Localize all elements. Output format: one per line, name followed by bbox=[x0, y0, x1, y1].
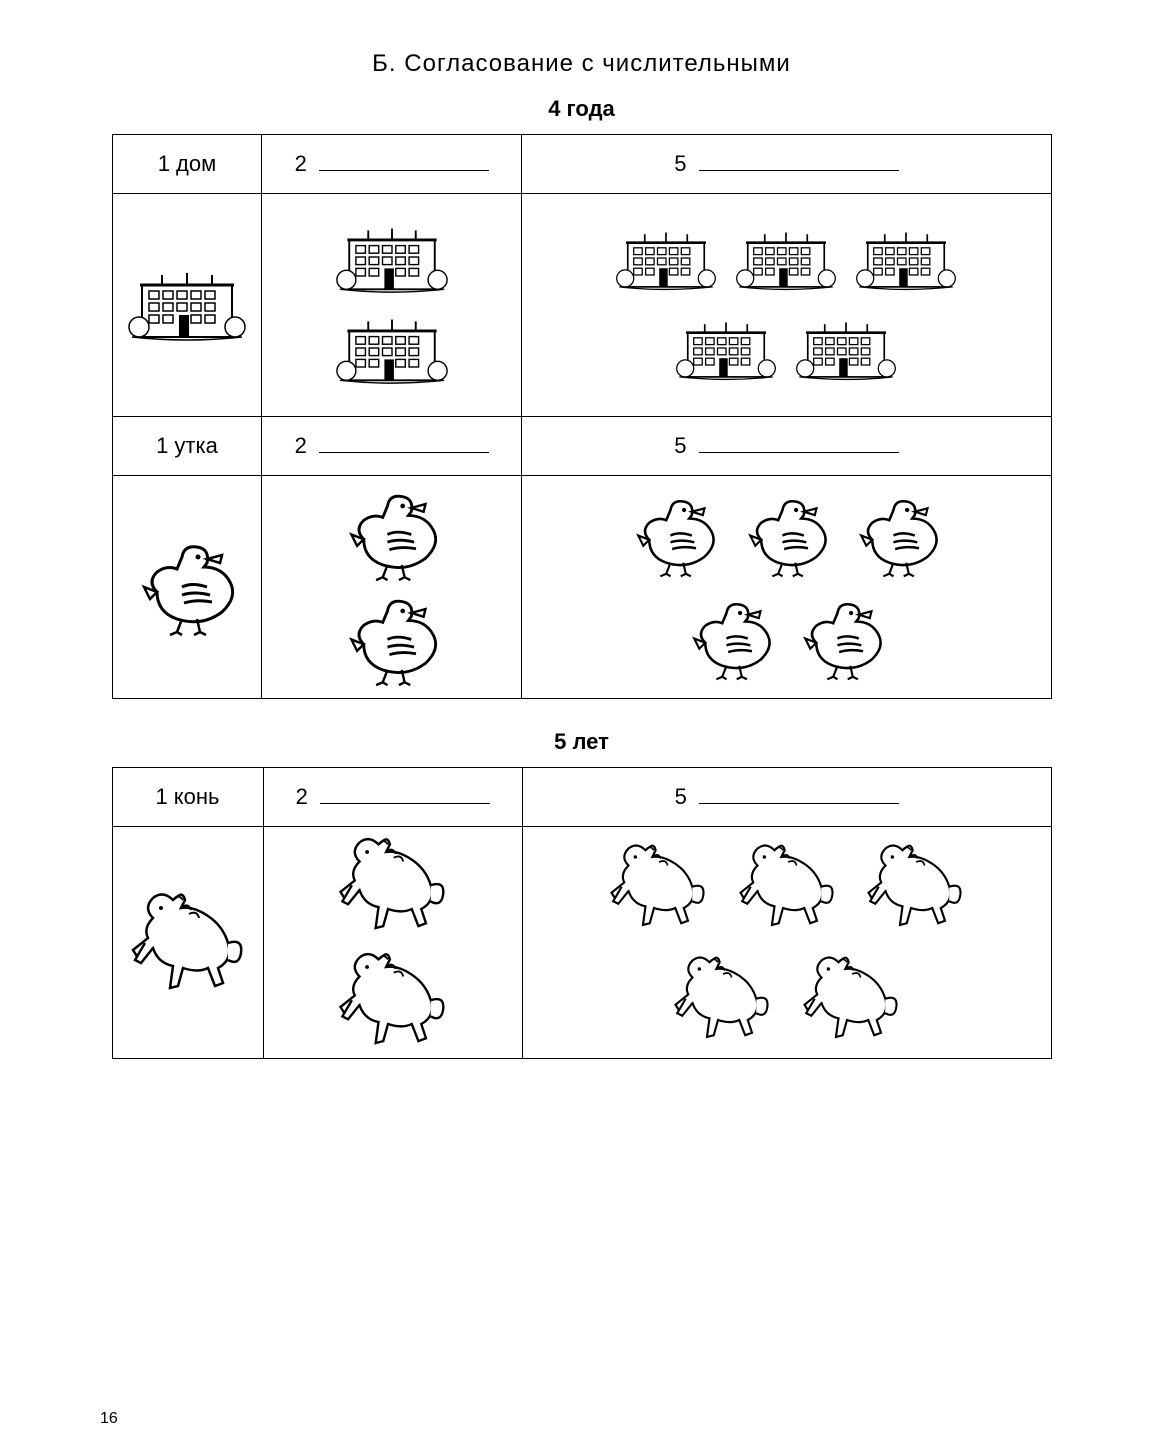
image-cell bbox=[523, 827, 1051, 1059]
worksheet-page: Б. Согласование с числительными 4 года 1… bbox=[0, 0, 1163, 1456]
worksheet-table: 1 конь 2 5 bbox=[112, 767, 1052, 1059]
image-cell bbox=[112, 476, 262, 699]
horse-group-2 bbox=[274, 833, 513, 1052]
table-row bbox=[112, 476, 1051, 699]
count-label: 1 конь bbox=[112, 768, 263, 827]
count-label: 5 bbox=[523, 768, 1051, 827]
count-label: 5 bbox=[522, 417, 1051, 476]
image-cell bbox=[263, 827, 523, 1059]
fill-in-blank[interactable] bbox=[699, 433, 899, 454]
table-row bbox=[112, 827, 1051, 1059]
count-label: 2 bbox=[263, 768, 523, 827]
age-subheader: 4 года bbox=[90, 96, 1073, 122]
fill-in-blank[interactable] bbox=[319, 151, 489, 172]
count-label: 5 bbox=[522, 135, 1051, 194]
image-cell bbox=[522, 476, 1051, 699]
section-header: Б. Согласование с числительными bbox=[90, 50, 1073, 78]
table-row: 1 конь 2 5 bbox=[112, 768, 1051, 827]
horse-group-5 bbox=[537, 840, 1037, 1045]
count-number: 2 bbox=[295, 433, 307, 459]
age-subheader: 5 лет bbox=[90, 729, 1073, 755]
count-number: 2 bbox=[296, 784, 308, 810]
worksheet-table: 1 дом 2 5 1 утка 2 5 bbox=[112, 134, 1052, 699]
count-number: 2 bbox=[295, 151, 307, 177]
count-label: 2 bbox=[262, 135, 522, 194]
fill-in-blank[interactable] bbox=[699, 784, 899, 805]
table-row: 1 дом 2 5 bbox=[112, 135, 1051, 194]
page-number: 16 bbox=[100, 1410, 118, 1428]
house-icon bbox=[123, 263, 252, 348]
count-label: 1 дом bbox=[112, 135, 262, 194]
sections-container: 4 года 1 дом 2 5 1 утка 2 5 bbox=[90, 96, 1073, 1059]
image-cell bbox=[522, 194, 1051, 417]
count-number: 5 bbox=[675, 784, 687, 810]
count-label: 1 утка bbox=[112, 417, 262, 476]
house-group-5 bbox=[536, 224, 1036, 387]
image-cell bbox=[262, 476, 522, 699]
duck-icon bbox=[123, 537, 252, 637]
count-label: 2 bbox=[262, 417, 522, 476]
fill-in-blank[interactable] bbox=[319, 433, 489, 454]
count-number: 5 bbox=[674, 151, 686, 177]
house-group-2 bbox=[272, 219, 511, 391]
table-row bbox=[112, 194, 1051, 417]
fill-in-blank[interactable] bbox=[320, 784, 490, 805]
image-cell bbox=[112, 827, 263, 1059]
image-cell bbox=[112, 194, 262, 417]
duck-group-2 bbox=[272, 487, 511, 687]
fill-in-blank[interactable] bbox=[699, 151, 899, 172]
table-row: 1 утка 2 5 bbox=[112, 417, 1051, 476]
image-cell bbox=[262, 194, 522, 417]
horse-icon bbox=[123, 888, 253, 998]
duck-group-5 bbox=[536, 493, 1036, 681]
count-number: 5 bbox=[674, 433, 686, 459]
